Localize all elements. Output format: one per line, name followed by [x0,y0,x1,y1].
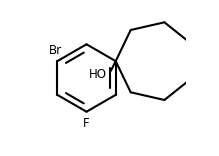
Text: HO: HO [88,68,106,81]
Text: Br: Br [49,44,62,56]
Text: F: F [83,117,90,130]
